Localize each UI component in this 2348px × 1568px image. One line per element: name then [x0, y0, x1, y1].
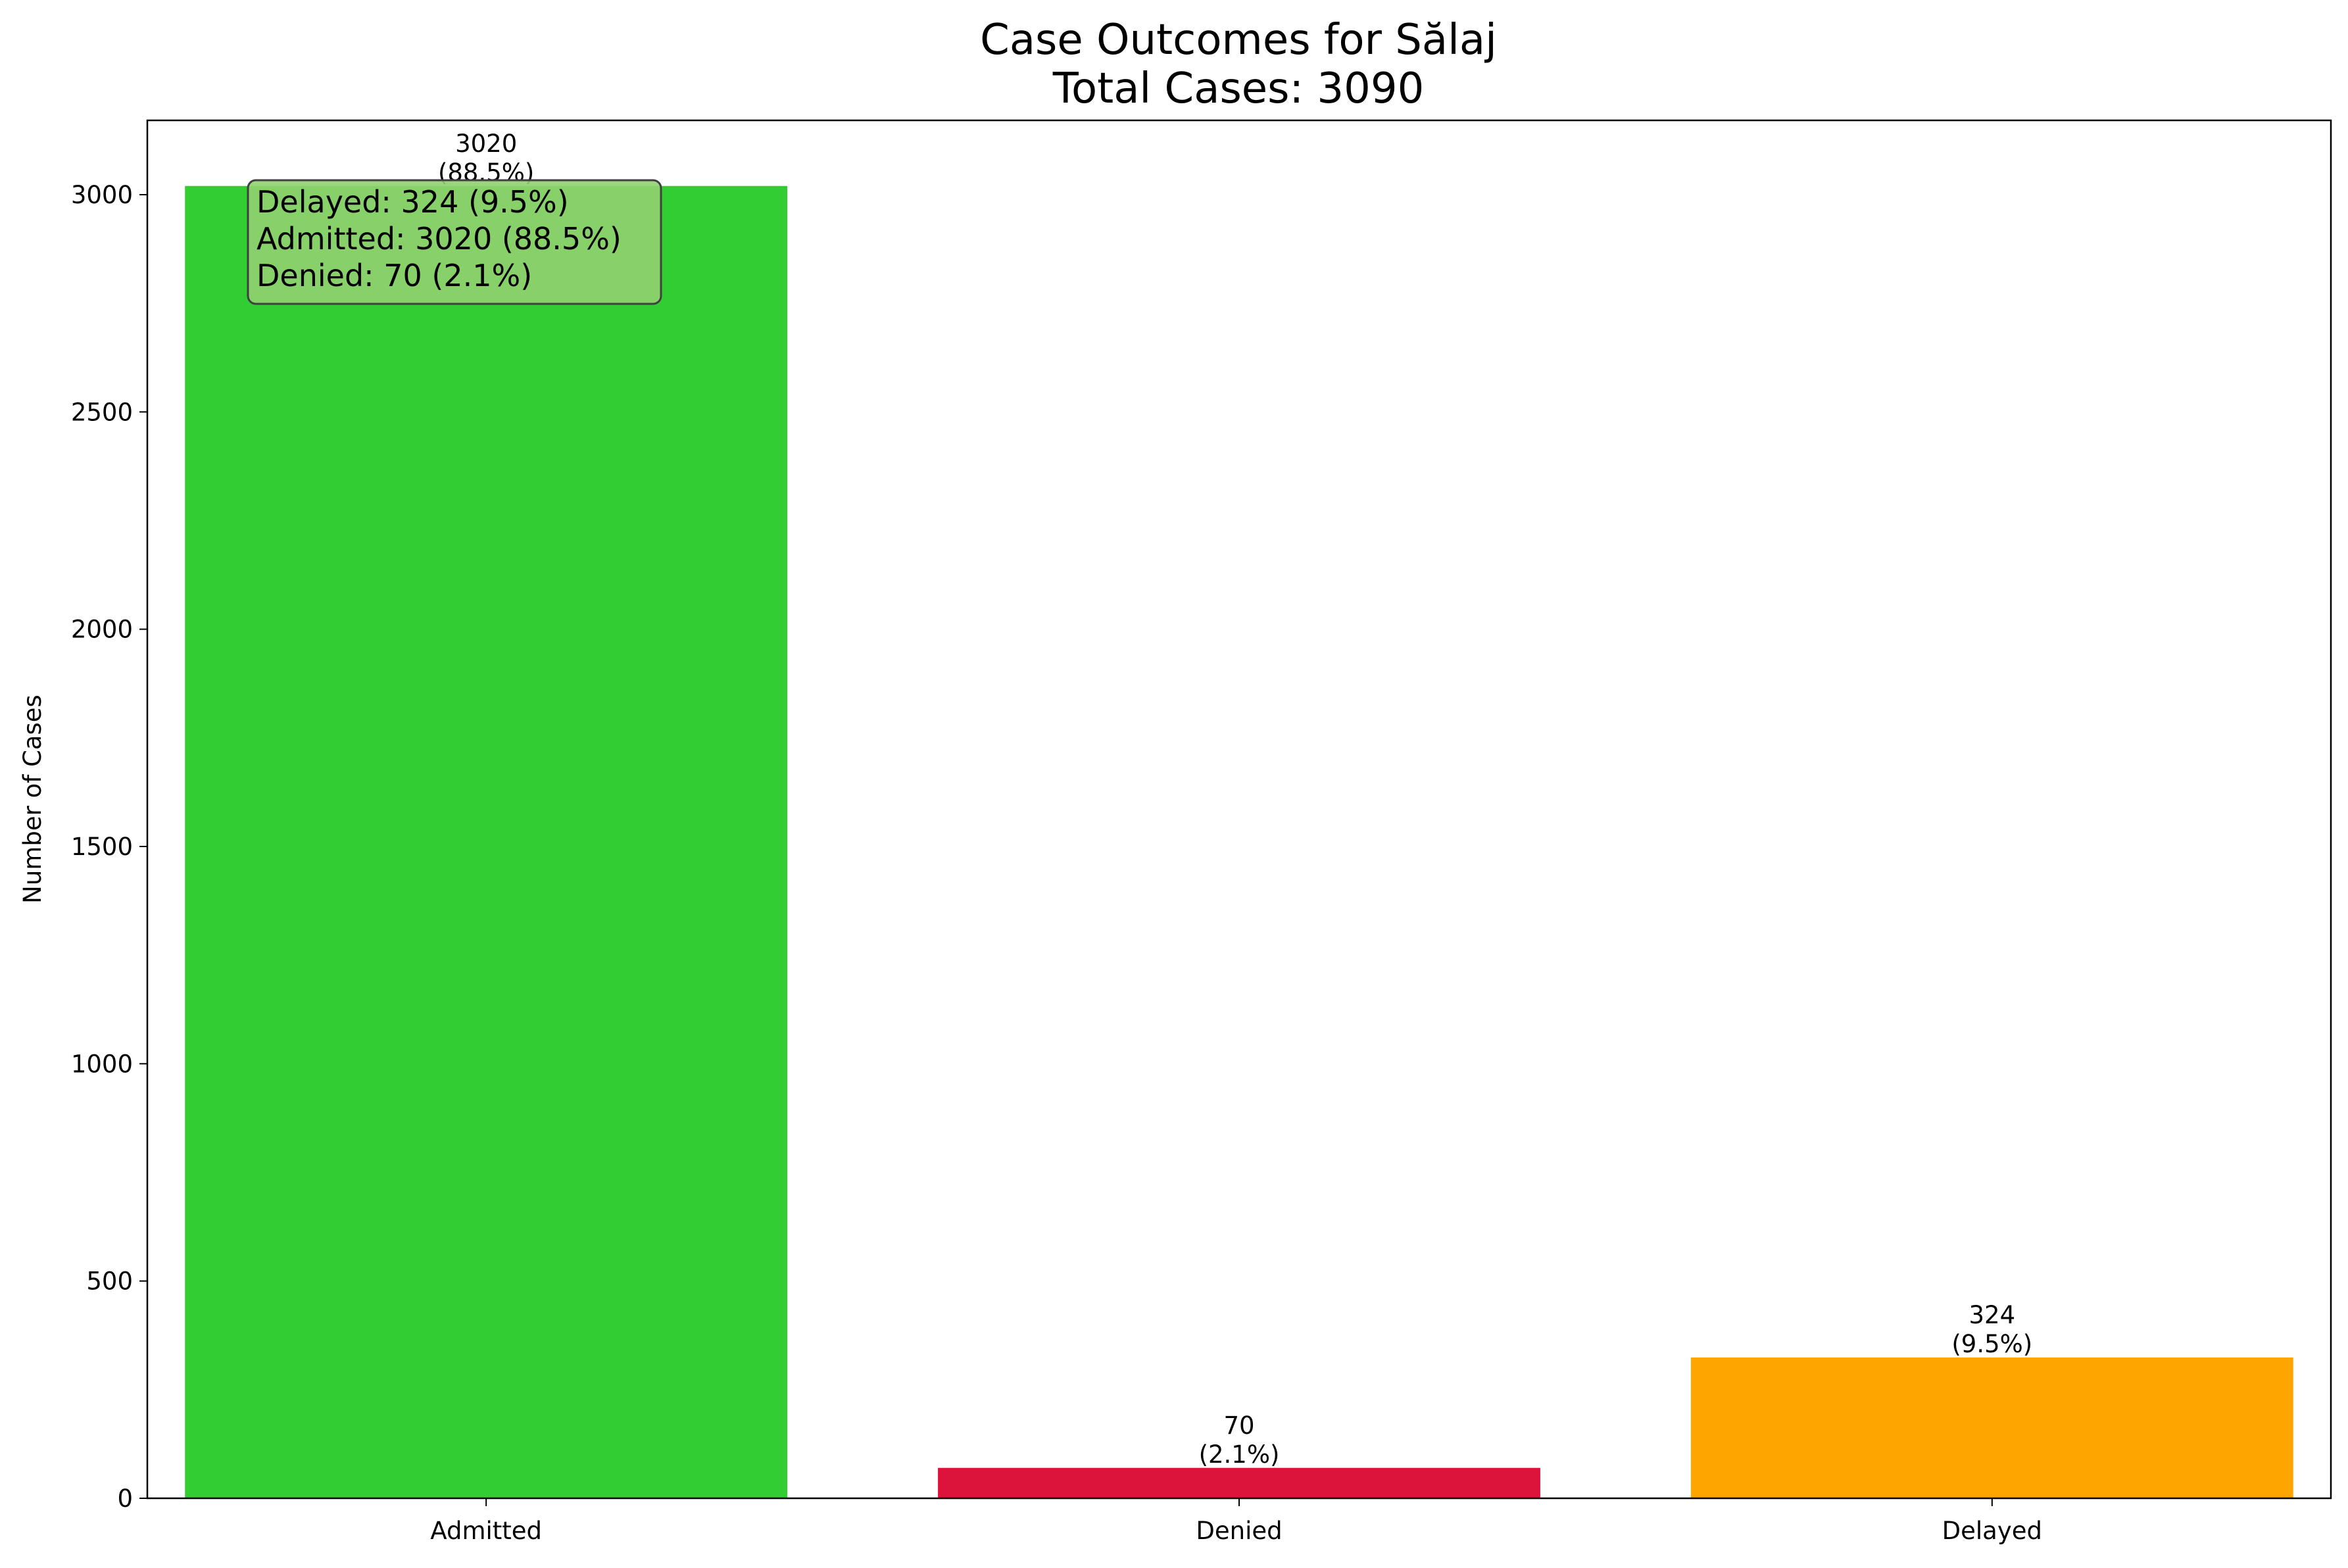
- y-tick-label: 1000: [71, 1050, 133, 1078]
- summary-line: Admitted: 3020 (88.5%): [257, 221, 622, 257]
- summary-line: Delayed: 324 (9.5%): [257, 184, 569, 220]
- labels-layer: 3020(88.5%)70(2.1%)324(9.5%): [438, 130, 2032, 1469]
- y-tick-label: 2500: [71, 398, 133, 426]
- bar-denied: [938, 1467, 1540, 1498]
- plot-frame: [146, 119, 2332, 1500]
- y-tick-label: 500: [86, 1267, 133, 1296]
- bars-layer: [185, 185, 2293, 1498]
- summary-line: Denied: 70 (2.1%): [257, 258, 532, 293]
- bar-value-label: 3020: [455, 130, 517, 158]
- y-tick-label: 2000: [71, 616, 133, 644]
- x-tick-label: Admitted: [430, 1517, 542, 1545]
- y-axis-label: Number of Cases: [18, 695, 47, 904]
- chart-subtitle: Total Cases: 3090: [1052, 64, 1425, 113]
- y-tick-label: 3000: [71, 181, 133, 209]
- x-tick-label: Delayed: [1942, 1517, 2042, 1545]
- bar-percent-label: (2.1%): [1199, 1440, 1280, 1469]
- bar-admitted: [185, 185, 788, 1498]
- y-tick-label: 1500: [71, 833, 133, 861]
- x-tick-label: Denied: [1196, 1517, 1282, 1545]
- chart-title: Case Outcomes for Sălaj: [980, 16, 1497, 64]
- bar-percent-label: (9.5%): [1951, 1330, 2032, 1358]
- bar-value-label: 70: [1223, 1411, 1254, 1440]
- summary-box-frame: [247, 179, 662, 305]
- bar-value-label: 324: [1969, 1301, 2016, 1329]
- summary-annotation: Delayed: 324 (9.5%)Admitted: 3020 (88.5%…: [247, 179, 662, 305]
- bar-delayed: [1690, 1357, 2293, 1498]
- ticks-layer: Admitted Denied Delayed 0 500 1000 1500 2000 250…: [71, 181, 2042, 1545]
- y-tick-label: 0: [117, 1484, 133, 1513]
